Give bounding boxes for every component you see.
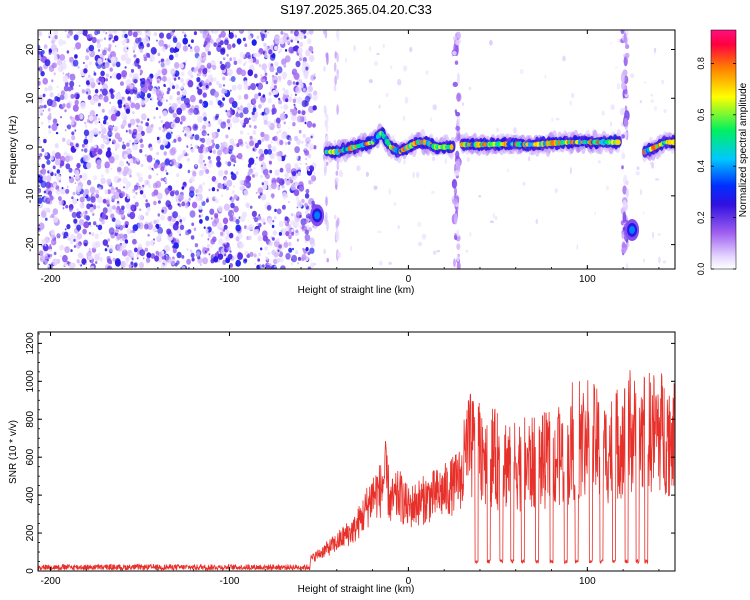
snr-panel: -200 -100 0 100 0 200 400 600 800 1000 1200 Heigh… (8, 331, 676, 595)
y-tick-label: 400 (25, 486, 36, 503)
x-tick-label: -100 (219, 274, 239, 285)
signal-blob (625, 218, 640, 241)
snr-frame (37, 331, 676, 572)
x-tick-label: -200 (41, 274, 61, 285)
spectrogram-y-ticks: -20 -10 0 10 20 (25, 29, 675, 265)
colorbar-tick-label: 0.8 (696, 57, 706, 70)
colorbar-gradient (710, 29, 737, 270)
x-tick-label: 100 (579, 274, 596, 285)
snr-y-ticks: 0 200 400 600 800 1000 1200 (25, 332, 675, 574)
x-tick-label: 0 (406, 576, 412, 587)
y-tick-label: 0 (25, 568, 36, 574)
signal-blob (310, 204, 325, 227)
figure-title: S197.2025.365.04.20.C33 (280, 2, 432, 17)
y-tick-label: 200 (25, 524, 36, 541)
spectrogram-frame (37, 29, 676, 270)
y-tick-label: 800 (25, 410, 36, 427)
snr-x-ticks: -200 -100 0 100 (41, 332, 660, 587)
spectrogram-x-ticks: -200 -100 0 100 (41, 30, 660, 285)
spectrogram-image (38, 30, 675, 269)
y-tick-label: 600 (25, 448, 36, 465)
colorbar-ticks: 0.0 0.2 0.4 0.6 0.8 (696, 57, 736, 275)
snr-x-label: Height of straight line (km) (298, 584, 415, 595)
snr-series-line (38, 370, 675, 571)
x-tick-label: -200 (41, 576, 61, 587)
colorbar-tick-label: 0.6 (696, 109, 706, 122)
y-tick-label: -20 (25, 237, 36, 252)
colorbar: 0.0 0.2 0.4 0.6 0.8 Normalized spectral ampl… (696, 29, 749, 275)
colorbar-label: Normalized spectral amplitude (738, 82, 749, 217)
x-tick-label: 100 (579, 576, 596, 587)
snr-y-label: SNR (10 * v/v) (8, 420, 19, 484)
y-tick-label: 20 (25, 44, 36, 56)
colorbar-tick-label: 0.4 (696, 160, 706, 173)
y-tick-label: 0 (25, 144, 36, 150)
spectrogram-x-label: Height of straight line (km) (298, 285, 415, 296)
signal-trace (641, 131, 675, 163)
colorbar-tick-label: 0.0 (696, 263, 706, 276)
x-tick-label: -100 (219, 576, 239, 587)
colorbar-tick-label: 0.2 (696, 211, 706, 224)
y-tick-label: -10 (25, 188, 36, 203)
y-tick-label: 1200 (25, 332, 36, 355)
vertical-stripe (451, 31, 462, 269)
signal-trace (459, 129, 622, 157)
y-tick-label: 10 (25, 92, 36, 104)
y-tick-label: 1000 (25, 370, 36, 393)
spectrogram-y-label: Frequency (Hz) (8, 116, 19, 185)
signal-trace (323, 123, 456, 164)
noise-region (38, 30, 318, 269)
x-tick-label: 0 (406, 274, 412, 285)
